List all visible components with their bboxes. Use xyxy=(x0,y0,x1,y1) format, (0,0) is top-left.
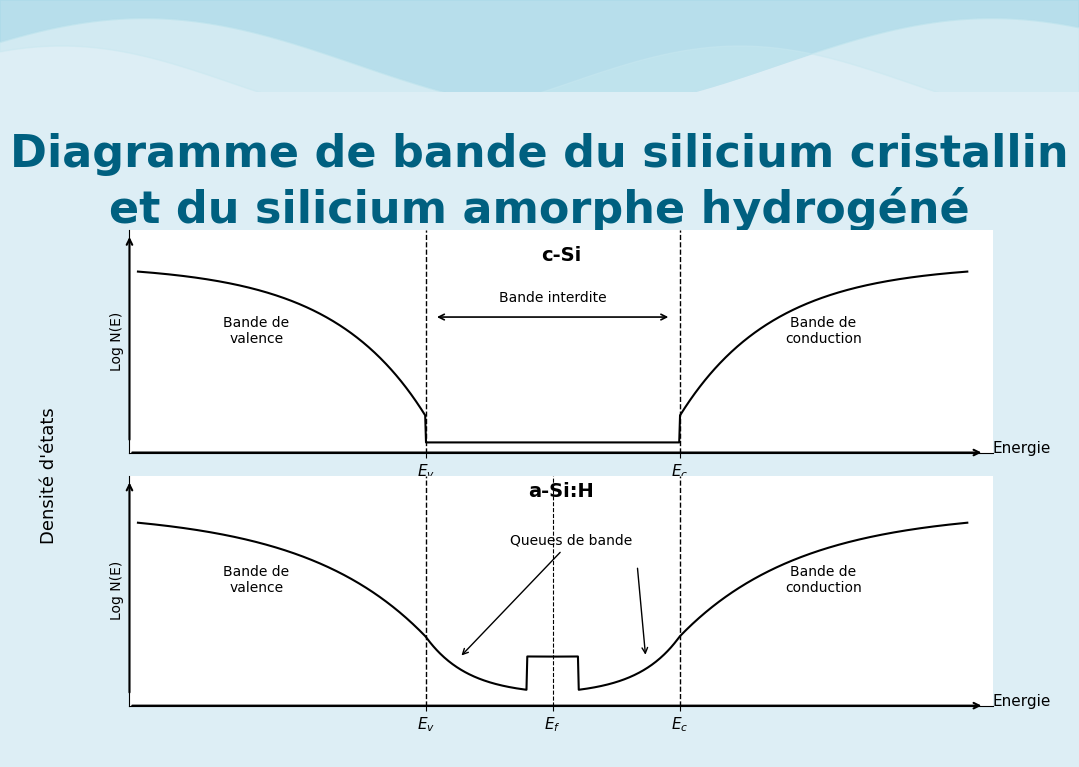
Text: c-Si: c-Si xyxy=(541,245,582,265)
Text: Bande interdite: Bande interdite xyxy=(498,291,606,305)
Text: Diagramme de bande du silicium cristallin: Diagramme de bande du silicium cristalli… xyxy=(10,133,1069,176)
Text: Bande de
conduction: Bande de conduction xyxy=(786,565,862,595)
Text: a-Si:H: a-Si:H xyxy=(529,482,593,502)
Text: Energie: Energie xyxy=(993,441,1051,456)
Text: Densité d'états: Densité d'états xyxy=(40,407,57,544)
Text: Energie: Energie xyxy=(993,694,1051,709)
Text: Bande de
conduction: Bande de conduction xyxy=(786,316,862,347)
Y-axis label: Log N(E): Log N(E) xyxy=(110,311,124,371)
Text: et du silicium amorphe hydrogéné: et du silicium amorphe hydrogéné xyxy=(109,187,970,232)
Text: Bande de
valence: Bande de valence xyxy=(223,316,289,347)
Text: Bande de
valence: Bande de valence xyxy=(223,565,289,595)
Y-axis label: Log N(E): Log N(E) xyxy=(110,561,124,621)
Text: Queues de bande: Queues de bande xyxy=(463,534,632,654)
